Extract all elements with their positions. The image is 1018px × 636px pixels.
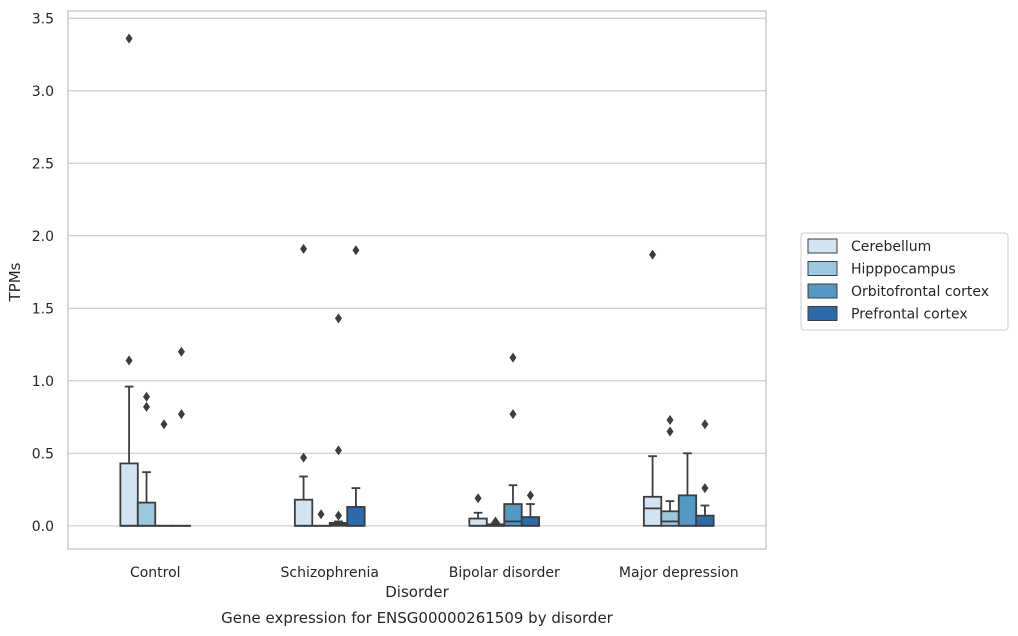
legend-entry-label: Prefrontal cortex [851,307,968,323]
box-body [503,503,523,527]
box-hipppocampus [136,391,157,527]
outlier-point [509,409,517,420]
box-orbitofrontal-cortex [503,352,523,527]
x-axis-label: Disorder [385,583,449,601]
y-tick-label: 1.5 [32,301,54,317]
box-orbitofrontal-cortex [677,452,698,527]
x-axis-ticks: Control Schizophrenia Bipolar disorder Majo… [130,565,739,581]
plot-area-frame [67,10,767,550]
outlier-point [526,490,534,501]
outlier-point [701,483,709,494]
outlier-point [125,33,133,44]
y-axis-label: TPMs [6,262,24,302]
y-tick-label: 3.0 [32,84,54,100]
box-cerebellum [642,249,663,527]
y-axis-ticks: 0.0 0.5 1.0 1.5 2.0 2.5 3.0 3.5 [32,11,54,535]
outlier-point [509,352,517,363]
outlier-point [666,414,674,425]
legend-entry-label: Cerebellum [851,239,931,255]
grid-lines [68,17,766,527]
box-body [660,510,680,527]
x-tick-label: Control [130,565,181,581]
legend-swatch [807,283,838,299]
y-tick-label: 2.0 [32,229,54,245]
y-tick-label: 0.5 [32,446,54,462]
legend-swatch [807,306,838,321]
outlier-point [474,493,482,504]
box-orbitofrontal-cortex [154,419,174,527]
outlier-point [143,401,151,412]
y-tick-label: 3.5 [32,11,54,27]
outlier-point [649,249,657,260]
box-prefrontal-cortex [346,245,366,527]
box-hipppocampus [485,516,506,527]
box-body [642,495,663,527]
outlier-point [143,391,151,402]
outlier-point [334,445,342,456]
box-plot-series [119,33,715,527]
x-tick-label: Bipolar disorder [449,565,560,581]
box-cerebellum [119,33,139,527]
outlier-point [701,419,709,430]
outlier-point [160,419,168,430]
box-cerebellum [293,243,314,527]
chart-title: Gene expression for ENSG00000261509 by d… [221,609,614,627]
box-cerebellum [468,493,488,527]
box-body [677,494,698,527]
box-prefrontal-cortex [520,490,541,527]
legend: Cerebellum Hipppocampus Orbitofrontal cort… [800,232,1009,331]
outlier-point [300,452,308,463]
outlier-point [125,355,133,366]
outlier-point [334,510,342,521]
legend-entry-label: Orbitofrontal cortex [851,284,989,300]
x-tick-label: Schizophrenia [281,565,379,581]
outlier-point [300,243,308,254]
box-prefrontal-cortex [171,346,192,527]
box-prefrontal-cortex [695,419,715,527]
legend-entry-label: Hipppocampus [851,262,956,278]
y-tick-label: 2.5 [32,156,54,172]
box-hipppocampus [660,414,680,527]
outlier-point [352,245,360,256]
legend-swatch [807,238,838,254]
box-body [346,506,366,527]
y-tick-label: 1.0 [32,374,54,390]
outlier-point [666,426,674,437]
x-tick-label: Major depression [619,565,739,581]
box-body [468,517,488,527]
legend-frame [800,232,1009,331]
outlier-point [177,409,185,420]
legend-swatch [807,261,838,276]
y-tick-label: 0.0 [32,519,54,535]
outlier-point [334,313,342,324]
box-body [119,462,139,527]
box-body [695,514,715,527]
box-body [520,516,541,527]
box-orbitofrontal-cortex [328,313,349,527]
box-body [136,501,157,527]
box-body [293,498,314,527]
outlier-point [317,509,325,520]
box-hipppocampus [311,509,331,527]
outlier-point [492,516,500,527]
outlier-point [177,346,185,357]
